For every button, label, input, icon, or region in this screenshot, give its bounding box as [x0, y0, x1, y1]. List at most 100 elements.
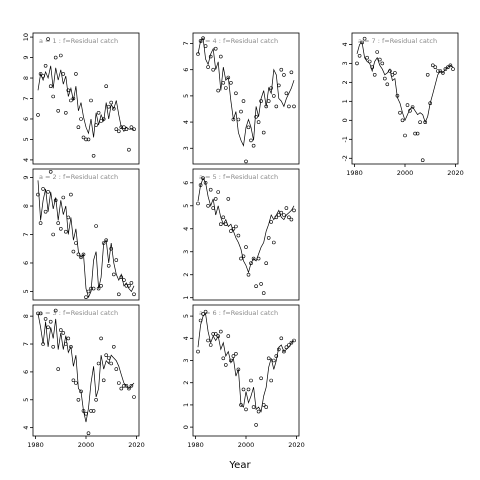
data-point: [106, 104, 111, 109]
data-point: [234, 224, 238, 229]
data-point: [393, 71, 397, 75]
panel-frame: [192, 304, 300, 437]
y-tick-label: 5: [182, 314, 190, 318]
y-tick-label: 1: [182, 403, 190, 407]
data-point: [266, 356, 271, 361]
data-point: [398, 110, 402, 115]
data-point: [229, 229, 233, 233]
data-point: [282, 73, 286, 77]
data-point: [38, 221, 43, 225]
y-tick-label: 6: [22, 370, 30, 374]
data-point: [423, 120, 428, 124]
panel-1: a = 1 : f=Residual catch 4 5 6 7 8 9 10: [22, 32, 140, 165]
data-point: [71, 378, 76, 383]
data-point: [241, 99, 246, 103]
data-point: [79, 255, 83, 260]
data-point: [46, 37, 50, 41]
data-point: [239, 256, 243, 261]
data-point: [279, 336, 284, 341]
data-point: [66, 88, 71, 93]
data-point: [127, 386, 131, 391]
data-point: [58, 328, 63, 332]
data-point: [96, 111, 101, 115]
data-point: [89, 286, 93, 291]
data-point: [415, 131, 420, 136]
data-point: [104, 353, 108, 358]
data-point: [269, 220, 274, 224]
data-point: [58, 53, 63, 58]
data-point: [221, 81, 226, 85]
data-point: [112, 344, 116, 349]
data-point: [254, 284, 258, 289]
data-point: [89, 409, 93, 413]
data-point: [256, 409, 261, 414]
data-point: [206, 338, 210, 343]
data-point: [206, 204, 210, 208]
data-point: [446, 65, 450, 69]
data-point: [198, 39, 203, 43]
panel-3: a = 3 : f=Residual catch 4 5 6 7 8 1980 2000 202…: [22, 304, 145, 449]
data-point: [81, 409, 86, 413]
data-point: [246, 125, 251, 130]
y-tick-label: 1: [341, 99, 349, 103]
data-point: [292, 208, 296, 213]
data-point: [124, 127, 129, 131]
data-point: [196, 349, 200, 354]
y-tick-label: 4: [182, 120, 190, 124]
panel-6: a = 6 : f=Residual catch 0 1 2 3 4 5 1980 2000 20…: [182, 304, 305, 449]
data-point: [81, 135, 86, 140]
data-point: [395, 93, 400, 98]
data-point: [91, 286, 96, 291]
data-point: [261, 291, 266, 295]
y-tick-label: 3: [182, 358, 190, 362]
data-point: [122, 278, 126, 282]
y-tick-label: 4: [182, 227, 190, 231]
data-point: [114, 367, 119, 371]
data-point: [403, 133, 407, 138]
data-point: [46, 190, 50, 194]
data-point: [94, 224, 98, 228]
data-point: [251, 405, 256, 409]
data-point: [274, 215, 279, 220]
data-point: [114, 258, 119, 262]
data-point: [89, 98, 93, 103]
y-tick-label: 6: [182, 181, 190, 185]
data-point: [241, 254, 246, 259]
panel-2: a = 2 : f=Residual catch 5 6 7 8 9: [22, 168, 140, 301]
data-point: [372, 73, 377, 77]
data-point: [74, 381, 78, 385]
data-point: [239, 403, 243, 407]
series-line: [197, 177, 295, 274]
data-point: [413, 131, 417, 136]
x-tick-label: 1980: [187, 441, 204, 449]
data-point: [410, 105, 415, 109]
data-point: [48, 84, 53, 88]
data-point: [61, 195, 66, 200]
data-point: [74, 241, 78, 245]
data-point: [236, 367, 241, 372]
y-tick-label: 7: [22, 232, 30, 236]
data-point: [79, 389, 83, 394]
data-point: [58, 227, 63, 231]
data-point: [443, 67, 448, 71]
data-point: [213, 332, 218, 336]
data-point: [428, 101, 433, 105]
data-point: [251, 143, 256, 148]
data-point: [400, 118, 405, 123]
data-point: [127, 283, 131, 288]
y-tick-label: 5: [22, 398, 30, 402]
data-point: [51, 94, 56, 99]
data-point: [132, 127, 136, 131]
data-point: [362, 36, 367, 41]
data-point: [132, 292, 136, 297]
y-tick-label: -1: [341, 136, 349, 142]
data-point: [208, 343, 213, 347]
data-point: [256, 120, 261, 124]
data-point: [287, 215, 291, 220]
data-point: [451, 67, 455, 71]
data-point: [219, 222, 223, 226]
data-point: [246, 272, 251, 277]
y-tick-label: 2: [341, 80, 349, 84]
data-point: [53, 55, 58, 60]
data-point: [241, 387, 246, 392]
